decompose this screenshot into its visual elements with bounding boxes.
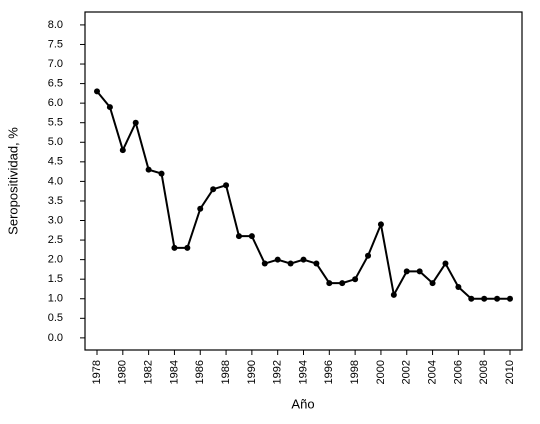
x-tick-label: 1988 (220, 360, 232, 384)
data-point (274, 256, 281, 263)
data-point (313, 260, 320, 267)
y-tick-label: 7.5 (48, 38, 63, 50)
y-tick-label: 2.5 (48, 234, 63, 246)
y-tick-label: 4.5 (48, 156, 63, 168)
y-tick-label: 6.5 (48, 77, 63, 89)
y-tick-label: 3.5 (48, 195, 63, 207)
data-point (429, 280, 436, 287)
plot-frame (84, 11, 523, 351)
x-tick-label: 2004 (426, 360, 438, 384)
x-tick-label: 1978 (91, 360, 103, 384)
y-tick-label: 7.0 (48, 58, 63, 70)
x-axis-label: Año (291, 396, 314, 411)
x-tick-label: 1980 (117, 360, 129, 384)
data-point (287, 260, 294, 267)
y-tick-label: 2.0 (48, 254, 63, 266)
y-tick-label: 0.0 (48, 332, 63, 344)
y-tick-label: 6.0 (48, 97, 63, 109)
y-axis-label: Seropositividad, % (5, 127, 20, 235)
x-tick-label: 2002 (401, 360, 413, 384)
data-point (403, 268, 410, 275)
x-tick-label: 2010 (504, 360, 516, 384)
data-point (326, 280, 333, 287)
data-point (235, 233, 242, 240)
y-tick-label: 4.0 (48, 175, 63, 187)
data-point (365, 252, 372, 259)
data-line (96, 90, 510, 300)
data-point (455, 284, 462, 291)
data-point (494, 295, 501, 302)
data-point (132, 119, 139, 126)
y-tick-label: 0.5 (48, 312, 63, 324)
x-tick-label: 2008 (478, 360, 490, 384)
data-point (506, 295, 513, 302)
x-tick-label: 1992 (272, 360, 284, 384)
data-point (377, 221, 384, 228)
data-point (106, 104, 113, 111)
x-tick-label: 1984 (168, 360, 180, 384)
data-point (468, 295, 475, 302)
x-tick-label: 1990 (246, 360, 258, 384)
data-point (171, 244, 178, 251)
data-point (300, 256, 307, 263)
data-point (210, 186, 217, 193)
y-tick-label: 1.5 (48, 273, 63, 285)
data-point (94, 88, 101, 95)
data-point (390, 291, 397, 298)
y-tick-label: 1.0 (48, 293, 63, 305)
y-tick-label: 8.0 (48, 19, 63, 31)
data-point (442, 260, 449, 267)
data-point (158, 170, 165, 177)
data-point (352, 276, 359, 283)
x-tick-label: 1986 (194, 360, 206, 384)
x-tick-label: 1994 (297, 360, 309, 384)
y-tick-label: 5.5 (48, 117, 63, 129)
data-point (223, 182, 230, 189)
y-tick-label: 5.0 (48, 136, 63, 148)
data-point (248, 233, 255, 240)
x-tick-label: 2000 (375, 360, 387, 384)
data-point (184, 244, 191, 251)
data-point (119, 147, 126, 154)
x-tick-label: 1982 (143, 360, 155, 384)
x-tick-label: 2006 (452, 360, 464, 384)
x-tick-label: 1998 (349, 360, 361, 384)
data-point (339, 280, 346, 287)
y-tick-label: 3.0 (48, 214, 63, 226)
data-point (197, 205, 204, 212)
data-point (145, 166, 152, 173)
data-point (416, 268, 423, 275)
data-point (481, 295, 488, 302)
x-tick-label: 1996 (323, 360, 335, 384)
data-point (261, 260, 268, 267)
